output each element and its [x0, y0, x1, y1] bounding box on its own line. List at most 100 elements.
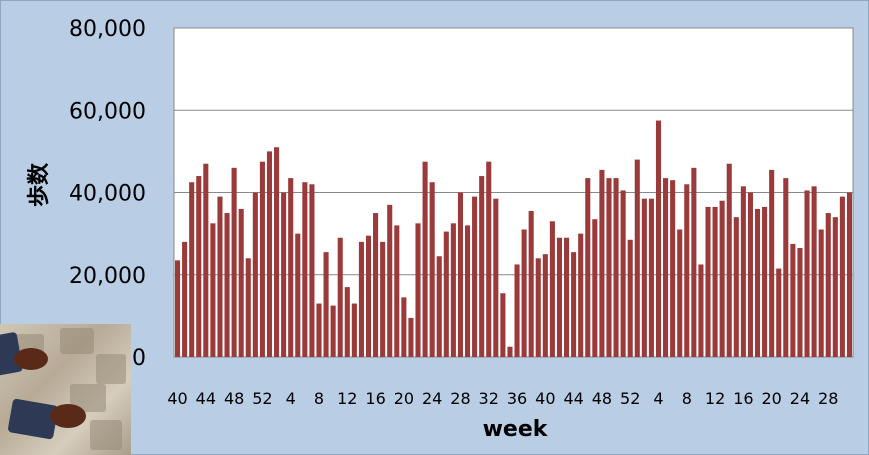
- bar: [804, 190, 810, 357]
- bar: [217, 196, 223, 357]
- bar: [436, 256, 442, 357]
- bar: [422, 161, 428, 357]
- bar: [415, 223, 421, 357]
- bar: [839, 196, 845, 357]
- bar: [174, 260, 181, 357]
- x-tick-label: 48: [224, 389, 244, 408]
- bar: [182, 241, 188, 357]
- bar: [684, 184, 690, 357]
- bar: [330, 305, 336, 357]
- bar: [514, 264, 520, 357]
- bar: [443, 231, 449, 357]
- y-tick-label: 20,000: [69, 264, 146, 289]
- bar: [705, 206, 711, 357]
- bar: [797, 248, 803, 357]
- x-tick-label: 32: [479, 389, 499, 408]
- bar: [316, 303, 322, 357]
- bar: [457, 192, 463, 357]
- bar: [323, 252, 329, 357]
- bar: [549, 221, 555, 357]
- x-tick-label: 48: [592, 389, 612, 408]
- bar: [663, 178, 669, 357]
- bar: [832, 217, 838, 357]
- bar: [571, 252, 577, 357]
- bar: [309, 184, 315, 357]
- bars: [174, 120, 853, 358]
- bar: [196, 176, 202, 357]
- x-tick-label: 52: [252, 389, 272, 408]
- bar: [373, 213, 379, 357]
- bar: [641, 198, 647, 357]
- x-tick-label: 8: [682, 389, 692, 408]
- bar: [521, 229, 527, 357]
- bar: [762, 206, 768, 357]
- x-tick-label: 16: [733, 389, 753, 408]
- bar: [818, 229, 824, 357]
- bar: [245, 258, 251, 357]
- bar: [493, 198, 499, 357]
- bar: [825, 213, 831, 357]
- x-tick-label: 28: [818, 389, 838, 408]
- bar: [564, 237, 570, 357]
- bar: [585, 178, 591, 357]
- x-tick-label: 12: [705, 389, 725, 408]
- y-tick-labels: 0 20,000 40,000 60,000 80,000: [69, 17, 146, 371]
- x-axis-title: week: [483, 417, 549, 442]
- bar: [747, 192, 753, 357]
- x-tick-label: 40: [167, 389, 187, 408]
- y-tick-label: 80,000: [69, 17, 146, 42]
- x-tick-label: 36: [507, 389, 527, 408]
- bar: [677, 229, 683, 357]
- bar: [556, 237, 563, 357]
- bar: [464, 225, 471, 357]
- bar: [394, 225, 400, 357]
- bar: [719, 200, 725, 357]
- bar: [450, 223, 456, 357]
- shoes-photo: [0, 324, 131, 455]
- bar: [295, 233, 301, 358]
- bar: [620, 190, 626, 357]
- bar: [726, 163, 732, 357]
- bar: [528, 211, 534, 357]
- bar: [648, 198, 654, 357]
- bar: [811, 186, 817, 357]
- bar: [479, 176, 485, 357]
- bar: [599, 169, 605, 357]
- bar: [542, 254, 548, 357]
- bar: [401, 297, 407, 357]
- bar: [655, 120, 662, 357]
- y-tick-label: 40,000: [69, 182, 146, 207]
- x-tick-label: 16: [365, 389, 385, 408]
- bar: [224, 213, 230, 357]
- bar: [344, 287, 350, 357]
- bar: [634, 159, 640, 357]
- bar: [429, 182, 435, 357]
- bar: [408, 317, 414, 357]
- bar: [754, 208, 761, 357]
- bar: [266, 151, 273, 358]
- bar: [288, 178, 294, 357]
- x-tick-label: 8: [314, 389, 324, 408]
- bar: [691, 167, 697, 357]
- x-tick-label: 52: [620, 389, 640, 408]
- bar: [337, 237, 343, 357]
- bar: [231, 167, 237, 357]
- x-tick-label: 24: [422, 389, 442, 408]
- bar: [592, 219, 598, 357]
- x-tick-label: 40: [535, 389, 555, 408]
- bar: [613, 178, 619, 357]
- bar: [380, 241, 386, 357]
- y-axis-title: 歩数: [26, 162, 52, 207]
- x-tick-label: 24: [790, 389, 810, 408]
- bar: [302, 182, 308, 357]
- bar: [365, 235, 372, 357]
- bar: [776, 268, 782, 357]
- bar: [606, 178, 612, 357]
- bar: [500, 293, 506, 357]
- x-tick-label: 4: [653, 389, 663, 408]
- bar: [733, 217, 739, 357]
- bar: [189, 182, 195, 357]
- bar: [274, 147, 280, 357]
- bar: [769, 169, 775, 357]
